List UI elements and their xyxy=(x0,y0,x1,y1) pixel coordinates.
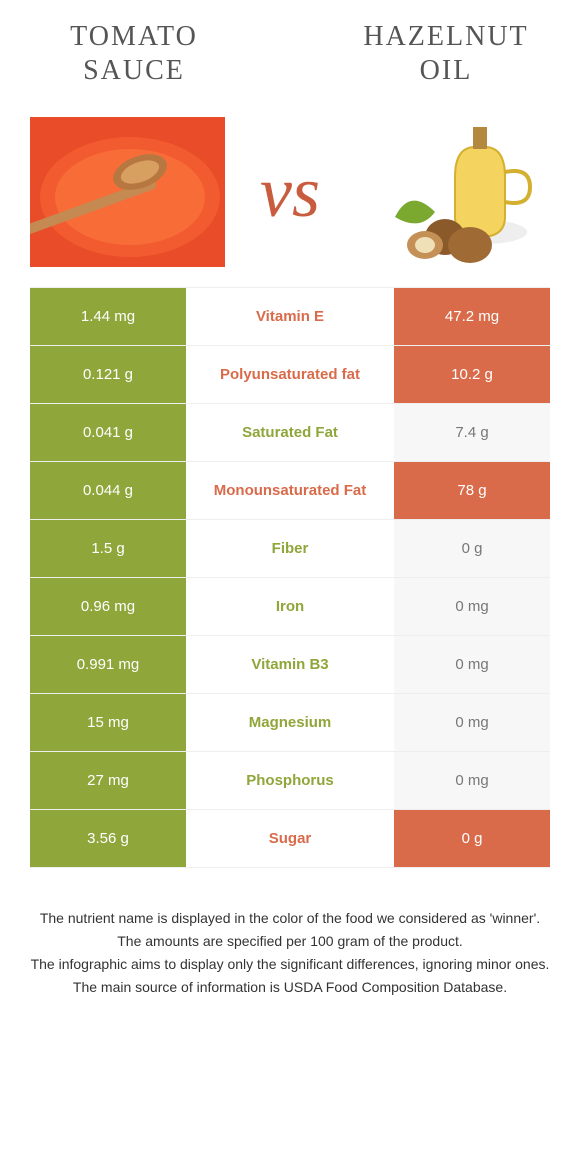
right-value-cell: 10.2 g xyxy=(394,346,550,403)
footnote-line: The nutrient name is displayed in the co… xyxy=(30,908,550,929)
right-value-cell: 7.4 g xyxy=(394,404,550,461)
nutrient-row: 27 mgPhosphorus0 mg xyxy=(30,752,550,810)
right-value-cell: 0 mg xyxy=(394,636,550,693)
nutrient-name-cell: Phosphorus xyxy=(186,752,394,809)
nutrient-name-cell: Sugar xyxy=(186,810,394,867)
left-value-cell: 3.56 g xyxy=(30,810,186,867)
images-row: vs xyxy=(30,117,550,267)
left-value-cell: 0.991 mg xyxy=(30,636,186,693)
footnote-line: The amounts are specified per 100 gram o… xyxy=(30,931,550,952)
right-value-cell: 0 mg xyxy=(394,694,550,751)
left-food-title: TOMATO SAUCE xyxy=(30,20,238,87)
nutrient-row: 1.44 mgVitamin E47.2 mg xyxy=(30,288,550,346)
nutrient-row: 3.56 gSugar0 g xyxy=(30,810,550,868)
left-value-cell: 15 mg xyxy=(30,694,186,751)
nutrient-row: 0.96 mgIron0 mg xyxy=(30,578,550,636)
nutrient-name-cell: Magnesium xyxy=(186,694,394,751)
footnote-line: The main source of information is USDA F… xyxy=(30,977,550,998)
nutrient-name-cell: Polyunsaturated fat xyxy=(186,346,394,403)
right-food-image xyxy=(355,117,550,267)
nutrient-row: 0.044 gMonounsaturated Fat78 g xyxy=(30,462,550,520)
headings: TOMATO SAUCE HAZELNUT OIL xyxy=(30,20,550,87)
nutrient-row: 0.991 mgVitamin B30 mg xyxy=(30,636,550,694)
vs-label: vs xyxy=(260,151,320,234)
left-value-cell: 0.041 g xyxy=(30,404,186,461)
nutrient-name-cell: Vitamin E xyxy=(186,288,394,345)
nutrient-name-cell: Monounsaturated Fat xyxy=(186,462,394,519)
nutrient-name-cell: Iron xyxy=(186,578,394,635)
nutrient-name-cell: Vitamin B3 xyxy=(186,636,394,693)
right-value-cell: 47.2 mg xyxy=(394,288,550,345)
nutrient-table: 1.44 mgVitamin E47.2 mg0.121 gPolyunsatu… xyxy=(30,287,550,868)
footnotes: The nutrient name is displayed in the co… xyxy=(30,908,550,998)
nutrient-name-cell: Saturated Fat xyxy=(186,404,394,461)
left-value-cell: 0.121 g xyxy=(30,346,186,403)
left-value-cell: 1.5 g xyxy=(30,520,186,577)
left-value-cell: 1.44 mg xyxy=(30,288,186,345)
left-value-cell: 27 mg xyxy=(30,752,186,809)
right-value-cell: 0 g xyxy=(394,520,550,577)
left-value-cell: 0.96 mg xyxy=(30,578,186,635)
right-value-cell: 0 g xyxy=(394,810,550,867)
right-value-cell: 0 mg xyxy=(394,578,550,635)
footnote-line: The infographic aims to display only the… xyxy=(30,954,550,975)
right-value-cell: 0 mg xyxy=(394,752,550,809)
nutrient-name-cell: Fiber xyxy=(186,520,394,577)
nutrient-row: 0.121 gPolyunsaturated fat10.2 g xyxy=(30,346,550,404)
nutrient-row: 15 mgMagnesium0 mg xyxy=(30,694,550,752)
right-food-title: HAZELNUT OIL xyxy=(342,20,550,87)
right-value-cell: 78 g xyxy=(394,462,550,519)
left-value-cell: 0.044 g xyxy=(30,462,186,519)
nutrient-row: 1.5 gFiber0 g xyxy=(30,520,550,578)
left-food-image xyxy=(30,117,225,267)
nutrient-row: 0.041 gSaturated Fat7.4 g xyxy=(30,404,550,462)
